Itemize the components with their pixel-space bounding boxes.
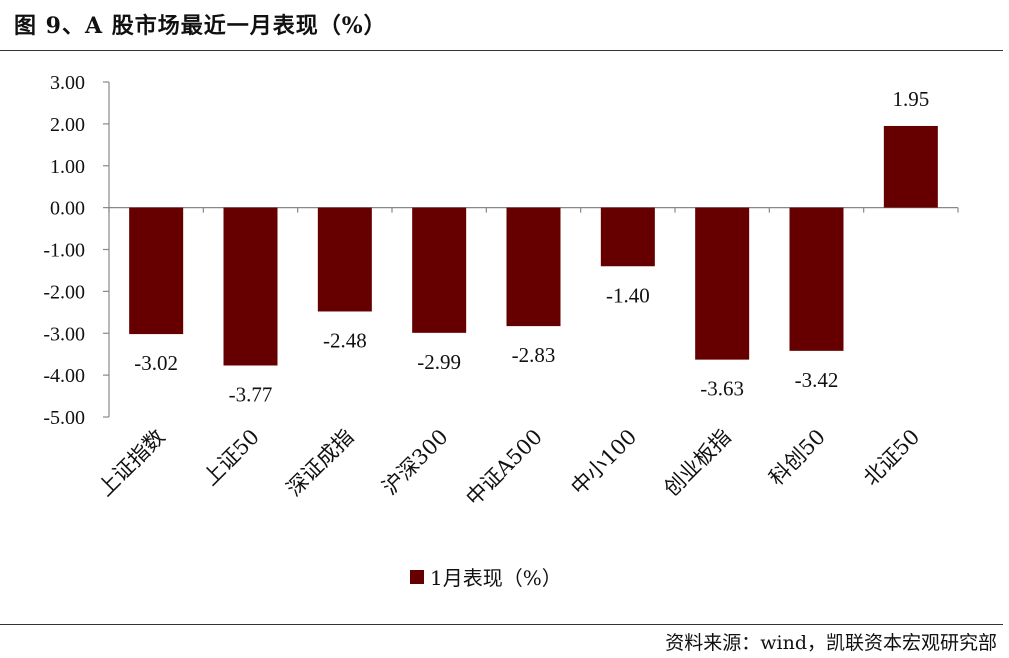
category-labels: 上证指数 上证50 深证成指 沪深300 中证A500 中小100 创业板指 科创50 北证50 (93, 425, 924, 511)
category-label: 上证指数 (93, 425, 169, 501)
y-tick-label: -4.00 (43, 365, 85, 387)
category-label: 中证A500 (461, 425, 547, 511)
bar (883, 125, 938, 208)
data-label: -3.63 (700, 377, 744, 401)
category-label: 北证50 (859, 425, 925, 491)
title-rule (0, 50, 1003, 51)
bar (695, 207, 750, 360)
y-tick-label: 3.00 (50, 72, 85, 94)
bar (506, 207, 561, 327)
legend: 1月表现（%） (410, 562, 562, 591)
category-label: 中小100 (566, 425, 641, 500)
bar (412, 207, 467, 333)
category-label: 上证50 (198, 425, 264, 491)
data-label: 1.95 (892, 87, 929, 111)
bar (223, 207, 278, 366)
y-tick-label: 0.00 (50, 198, 85, 220)
y-tick-label: 1.00 (50, 156, 85, 178)
bar (129, 207, 184, 335)
data-label: -1.40 (606, 283, 650, 307)
category-label: 科创50 (764, 425, 830, 491)
category-label: 深证成指 (282, 425, 358, 501)
figure-title: 图 9、A 股市场最近一月表现（%） (14, 13, 387, 39)
bar (600, 207, 655, 267)
bar (317, 207, 372, 312)
source-rule (0, 624, 1003, 625)
y-tick-label: -2.00 (43, 281, 85, 303)
data-label: -2.83 (512, 343, 556, 367)
data-label: -2.99 (417, 350, 461, 374)
data-label: -3.77 (229, 382, 273, 406)
y-tick-label: 2.00 (50, 114, 85, 136)
y-tick-label: -1.00 (43, 240, 85, 262)
y-tick-label: -5.00 (43, 407, 85, 429)
bars (129, 125, 938, 366)
legend-swatch (410, 569, 424, 584)
data-label: -2.48 (323, 328, 367, 352)
y-tick-label: -3.00 (43, 323, 85, 345)
data-label: -3.42 (795, 368, 839, 392)
bar (789, 207, 844, 351)
data-label: -3.02 (134, 351, 178, 375)
category-label: 创业板指 (659, 425, 735, 501)
category-label: 沪深300 (378, 425, 453, 500)
legend-label: 1月表现（%） (430, 566, 562, 590)
data-labels: -3.02 -3.77 -2.48 -2.99 -2.83 -1.40 -3.63 -3.42… (134, 87, 929, 407)
source-note: 资料来源：wind，凯联资本宏观研究部 (665, 632, 997, 654)
